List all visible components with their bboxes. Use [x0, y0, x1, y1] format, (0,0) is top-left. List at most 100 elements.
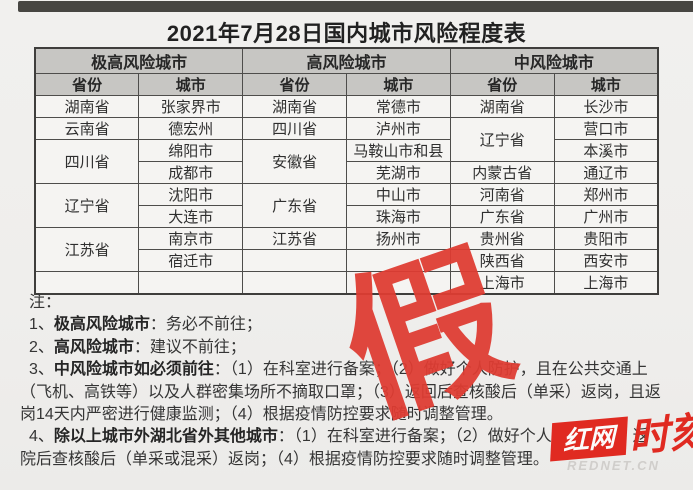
table-cell: 广东省 — [449, 205, 555, 228]
note-line: 注： — [20, 292, 692, 314]
note-text: ；（2）做好个人防护 — [374, 361, 520, 379]
risk-group-header-row: 极高风险城市 高风险城市 中风险城市 — [34, 47, 659, 74]
note-text: 1、 — [29, 316, 54, 334]
table-cell: 郑州市 — [553, 183, 659, 206]
note-line: 院后查核酸后（单采或混采）返岗；（4）根据疫情防控要求随时调整管理。 — [20, 449, 692, 471]
note-text: 4、 — [29, 428, 54, 446]
risk-column-header: 省份 — [242, 73, 347, 96]
note-bold-text: 高风险城市 — [53, 338, 134, 356]
table-cell: 常德市 — [345, 95, 451, 118]
notes-section: 注： 1、极高风险城市：务必不前往； 2、高风险城市：建议不前往； 3、中风险城市如必… — [20, 292, 692, 471]
table-cell: 四川省 — [242, 117, 347, 140]
rednet-url-text: REDNET.CN — [567, 458, 660, 473]
table-cell: 四川省 — [34, 139, 140, 184]
table-cell: 张家界市 — [138, 95, 244, 118]
note-text: （飞机、高铁等）以及人群密集场所不摘取口罩；（ — [20, 383, 381, 401]
rednet-moment-logo-text: 时刻 — [627, 409, 693, 461]
table-cell: 湖南省 — [242, 95, 347, 118]
table-cell: 贵州省 — [449, 227, 555, 250]
table-cell: 贵阳市 — [553, 227, 659, 250]
table-cell: 西安市 — [553, 249, 659, 272]
risk-column-header: 省份 — [449, 73, 555, 96]
table-cell: 泸州市 — [345, 117, 451, 140]
table-cell: 湖南省 — [34, 95, 140, 118]
table-cell: 江苏省 — [34, 227, 140, 272]
note-text: ，且在公共交通上 — [519, 361, 648, 379]
note-text: 注： — [29, 294, 62, 311]
note-text: 2、 — [29, 338, 54, 356]
table-cell: 绵阳市 — [138, 139, 244, 162]
page-title: 2021年7月28日国内城市风险程度表 — [166, 21, 527, 46]
risk-group-header: 中风险城市 — [449, 47, 659, 74]
note-line: 3、中风险城市如必须前往：（1）在科室进行备案；（2）做好个人防护，且在公共交通… — [20, 359, 692, 381]
table-cell: 辽宁省 — [34, 183, 140, 228]
table-row: 云南省 德宏州 四川省 泸州市 辽宁省 营口市 — [34, 117, 659, 162]
photo-top-edge — [18, 1, 693, 12]
note-text: 院后查核酸后（单采或混采）返岗；（4）根据疫情防控要求随时调整管理。 — [20, 450, 549, 468]
table-row: 宿迁市 陕西省 西安市 — [35, 249, 659, 272]
note-line: 2、高风险城市：建议不前往； — [20, 337, 692, 359]
table-cell: 辽宁省 — [449, 117, 555, 162]
table-cell — [242, 249, 347, 272]
table-cell: 长沙市 — [553, 95, 659, 118]
table-cell: 湖南省 — [449, 95, 555, 118]
risk-group-header: 高风险城市 — [242, 47, 451, 74]
table-cell: 成都市 — [138, 161, 244, 184]
table-cell: 陕西省 — [449, 249, 555, 272]
note-bold-text: 除以上城市外湖北省外其他城市 — [53, 428, 278, 446]
note-text: 时调整管理。 — [406, 405, 503, 423]
risk-column-header: 城市 — [138, 73, 244, 96]
note-bold-text: 极高风险城市 — [53, 316, 150, 334]
table-row: 江苏省 南京市 江苏省 扬州市 贵州省 贵阳市 — [34, 227, 659, 272]
table-cell — [345, 249, 451, 272]
risk-subheader-row: 省份 城市 省份 城市 省份 城市 — [34, 73, 659, 96]
note-text: 3、 — [29, 361, 54, 379]
table-row: 上海市 上海市 — [34, 271, 659, 295]
note-text: 核酸后（单采）返岗，且返 — [468, 383, 661, 401]
table-cell: 江苏省 — [242, 227, 347, 250]
table-cell: 广东省 — [242, 183, 347, 228]
table-cell: 中山市 — [345, 183, 451, 206]
table-cell: 扬州市 — [345, 227, 451, 250]
table-row: 湖南省 张家界市 湖南省 常德市 湖南省 长沙市 — [34, 95, 659, 118]
table-cell — [345, 271, 451, 295]
risk-group-header: 极高风险城市 — [34, 47, 244, 74]
table-row: 辽宁省 沈阳市 广东省 中山市 河南省 郑州市 — [34, 183, 659, 228]
table-cell: 沈阳市 — [138, 183, 244, 206]
risk-table: 极高风险城市 高风险城市 中风险城市 省份 城市 省份 城市 省份 城市 湖南省 张家界市 湖南省… — [34, 47, 659, 295]
table-cell: 广州市 — [553, 205, 659, 228]
table-cell: 大连市 — [138, 205, 244, 228]
table-row: 四川省 绵阳市 安徽省 马鞍山市和县 本溪市 — [34, 139, 659, 184]
note-text: 求随 — [374, 405, 407, 423]
note-line: 1、极高风险城市：务必不前往； — [20, 314, 692, 336]
rednet-logo-box: 红网 — [550, 416, 628, 462]
table-cell: 内蒙古省 — [449, 161, 555, 184]
table-cell: 本溪市 — [553, 139, 659, 162]
table-cell: 芜湖市 — [345, 161, 451, 184]
note-text: ：建议不前往； — [133, 338, 246, 356]
table-cell: 马鞍山市和县 — [345, 139, 451, 162]
rednet-logo-text: 红网 — [562, 421, 616, 457]
note-text: 3）返回后查 — [380, 383, 469, 401]
table-cell — [34, 271, 140, 295]
table-cell: 上海市 — [449, 271, 555, 295]
table-cell: 云南省 — [34, 117, 140, 140]
note-text: ：（1）在科室进行备案；（2）做好 — [277, 428, 520, 446]
table-cell: 营口市 — [553, 117, 659, 140]
table-cell — [138, 271, 244, 295]
table-cell: 德宏州 — [138, 117, 244, 140]
risk-column-header: 城市 — [553, 73, 659, 96]
note-line: （飞机、高铁等）以及人群密集场所不摘取口罩；（3）返回后查核酸后（单采）返岗，且… — [20, 382, 692, 404]
note-line: 岗14天内严密进行健康监测；（4）根据疫情防控要求随时调整管理。 — [20, 404, 692, 426]
note-text: ：（1）在科室进行备案 — [213, 361, 375, 379]
risk-column-header: 省份 — [34, 73, 140, 96]
table-row: 成都市 芜湖市 内蒙古省 通辽市 — [35, 161, 659, 184]
table-cell: 宿迁市 — [138, 249, 244, 272]
note-text: ：务必不前往； — [149, 316, 262, 334]
table-cell: 珠海市 — [345, 205, 451, 228]
risk-column-header: 城市 — [345, 73, 451, 96]
note-text: 岗14天内严密进行健康监测；（4）根据疫情防控要 — [20, 405, 375, 423]
table-cell: 上海市 — [553, 271, 659, 295]
note-bold-text: 中风险城市如必须前往 — [53, 361, 214, 379]
table-cell: 河南省 — [449, 183, 555, 206]
